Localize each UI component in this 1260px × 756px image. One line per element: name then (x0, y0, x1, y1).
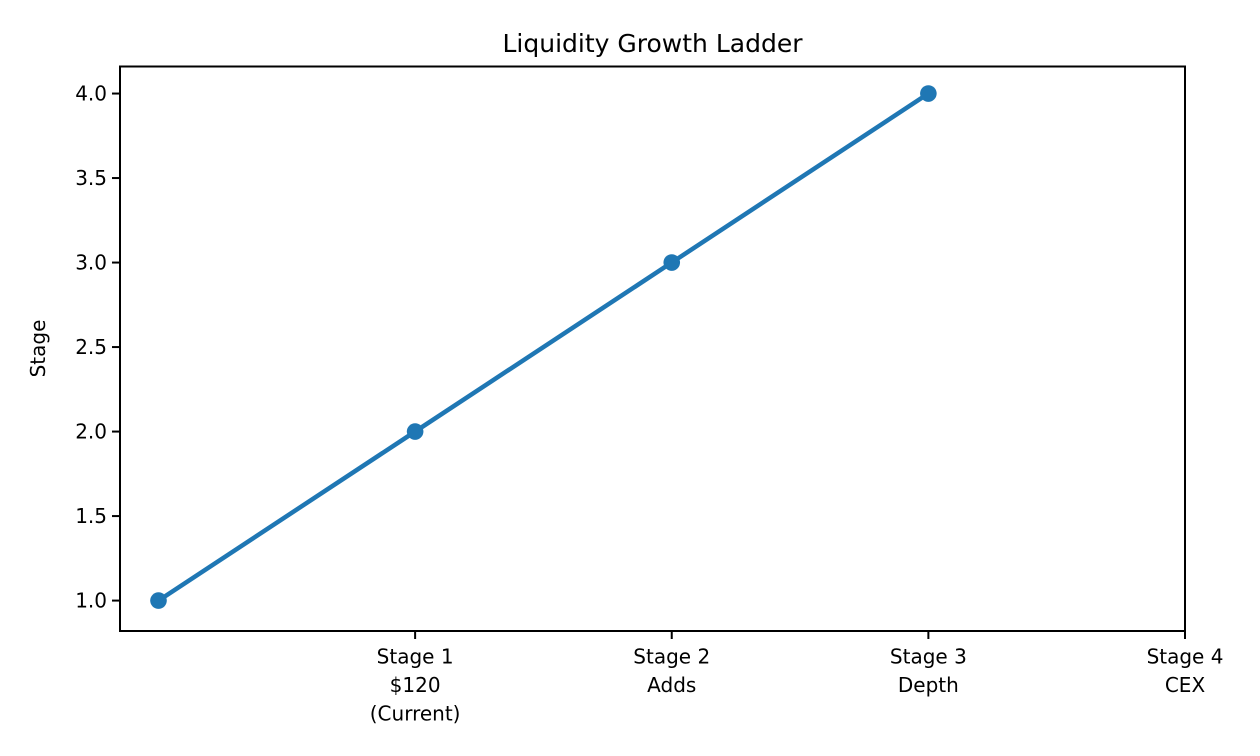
plot-area: 1.0 1.5 2.0 2.5 3.0 3.5 4.0 Stage 1 $120 (Current… (75, 65, 1224, 726)
chart-title: Liquidity Growth Ladder (503, 29, 804, 58)
series-line (156, 91, 931, 603)
y-tick-label: 2.0 (75, 420, 107, 444)
x-tick-label: Stage 2 (633, 645, 710, 669)
y-tick-label: 2.5 (75, 335, 107, 359)
y-tick-label: 4.0 (75, 82, 107, 106)
x-tick-label: Stage 3 (890, 645, 967, 669)
data-point-marker (150, 592, 167, 609)
axes-frame (119, 65, 1186, 632)
data-point-marker (663, 254, 681, 271)
y-tick-label: 1.5 (75, 504, 107, 528)
x-tick-label: $120 (390, 673, 441, 697)
y-tick-label: 1.0 (75, 589, 107, 613)
x-tick-label: (Current) (370, 702, 461, 726)
x-tick-label: Adds (647, 673, 696, 697)
y-tick-label: 3.5 (75, 166, 107, 190)
y-axis-label: Stage (26, 320, 50, 378)
y-tick-label: 3.0 (75, 251, 107, 275)
x-tick-label: CEX (1165, 673, 1206, 697)
data-point-marker (406, 423, 424, 440)
x-tick-label: Depth (898, 673, 959, 697)
x-tick-label: Stage 1 (377, 645, 454, 669)
x-tick-label: Stage 4 (1147, 645, 1224, 669)
data-point-marker (920, 85, 937, 102)
